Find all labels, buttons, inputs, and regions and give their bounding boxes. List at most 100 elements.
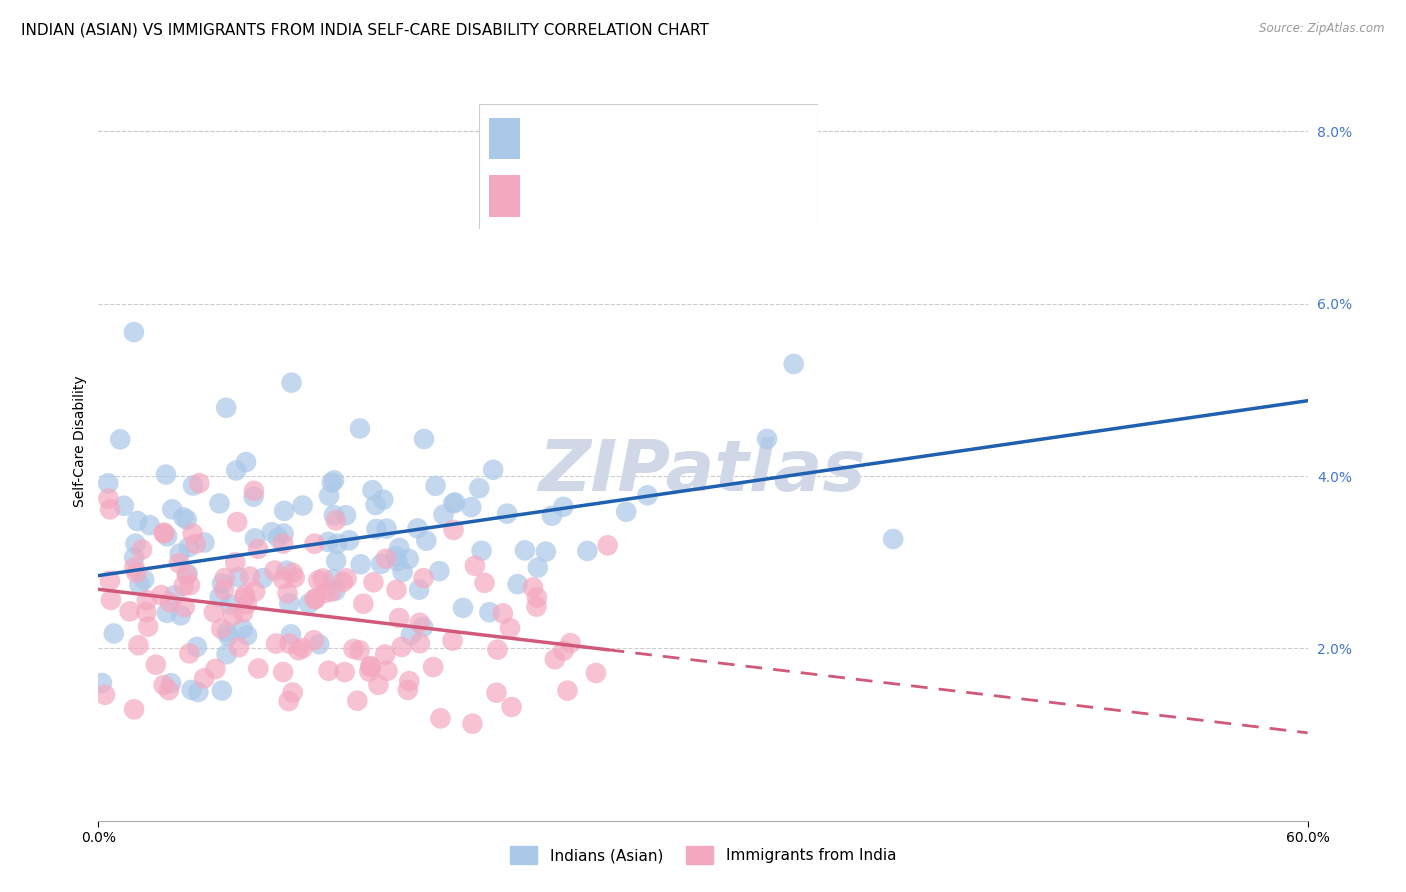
- Point: [224, 555, 246, 569]
- Point: [98, 574, 121, 588]
- Point: [260, 525, 283, 540]
- Point: [103, 626, 125, 640]
- Point: [124, 560, 146, 574]
- Point: [406, 521, 429, 535]
- Point: [264, 636, 287, 650]
- Point: [228, 570, 250, 584]
- Point: [173, 579, 195, 593]
- Point: [409, 636, 432, 650]
- Point: [425, 479, 447, 493]
- Point: [412, 571, 434, 585]
- Point: [326, 537, 349, 551]
- Point: [576, 544, 599, 558]
- Text: INDIAN (ASIAN) VS IMMIGRANTS FROM INDIA SELF-CARE DISABILITY CORRELATION CHART: INDIAN (ASIAN) VS IMMIGRANTS FROM INDIA …: [21, 22, 709, 37]
- Point: [361, 483, 384, 498]
- Point: [156, 606, 179, 620]
- Point: [553, 500, 575, 514]
- Point: [304, 536, 326, 550]
- Point: [349, 421, 371, 435]
- Point: [181, 526, 204, 541]
- Point: [544, 652, 567, 666]
- Point: [553, 644, 575, 658]
- Point: [427, 564, 450, 578]
- Point: [374, 648, 396, 662]
- Point: [478, 605, 501, 619]
- Point: [359, 665, 381, 679]
- Point: [179, 578, 201, 592]
- Point: [209, 622, 232, 636]
- Point: [179, 647, 201, 661]
- Point: [298, 597, 321, 611]
- Point: [387, 554, 409, 568]
- Point: [557, 683, 579, 698]
- Point: [637, 488, 659, 502]
- Point: [212, 582, 235, 597]
- Point: [235, 455, 257, 469]
- Point: [321, 475, 343, 490]
- Point: [124, 536, 146, 550]
- Point: [464, 558, 486, 573]
- Point: [307, 574, 329, 588]
- Point: [263, 564, 285, 578]
- Point: [97, 491, 120, 506]
- Point: [460, 500, 482, 514]
- Point: [98, 502, 121, 516]
- Point: [370, 557, 392, 571]
- Point: [160, 676, 183, 690]
- Point: [138, 518, 160, 533]
- Point: [384, 549, 406, 564]
- Point: [173, 599, 195, 614]
- Point: [170, 608, 193, 623]
- Point: [228, 640, 250, 655]
- Point: [486, 642, 509, 657]
- Point: [187, 685, 209, 699]
- Point: [181, 478, 204, 492]
- Point: [415, 533, 437, 548]
- Point: [377, 664, 399, 678]
- Point: [131, 542, 153, 557]
- Point: [506, 577, 529, 591]
- Point: [136, 620, 159, 634]
- Point: [118, 604, 141, 618]
- Point: [271, 572, 294, 586]
- Point: [485, 686, 508, 700]
- Point: [211, 683, 233, 698]
- Point: [360, 660, 382, 674]
- Point: [526, 591, 548, 605]
- Point: [492, 607, 515, 621]
- Point: [236, 597, 259, 611]
- Point: [526, 599, 548, 614]
- Point: [167, 556, 190, 570]
- Point: [444, 495, 467, 509]
- Point: [221, 608, 243, 623]
- Point: [346, 694, 368, 708]
- Point: [287, 643, 309, 657]
- Point: [333, 665, 356, 679]
- Point: [363, 575, 385, 590]
- Point: [176, 566, 198, 581]
- Point: [501, 700, 523, 714]
- Point: [156, 529, 179, 543]
- Point: [202, 605, 225, 619]
- Point: [127, 514, 149, 528]
- Point: [391, 565, 413, 579]
- Legend: Indians (Asian), Immigrants from India: Indians (Asian), Immigrants from India: [503, 840, 903, 870]
- Point: [335, 508, 357, 523]
- Point: [323, 474, 346, 488]
- Point: [325, 583, 347, 598]
- Point: [155, 467, 177, 482]
- Point: [412, 620, 434, 634]
- Point: [359, 659, 381, 673]
- Point: [273, 504, 295, 518]
- Point: [541, 508, 564, 523]
- Point: [176, 567, 198, 582]
- Point: [243, 584, 266, 599]
- Point: [325, 513, 347, 527]
- Point: [596, 538, 619, 552]
- Point: [273, 526, 295, 541]
- Point: [366, 522, 388, 536]
- Point: [322, 572, 344, 586]
- Point: [396, 682, 419, 697]
- Point: [152, 678, 174, 692]
- Point: [193, 671, 215, 685]
